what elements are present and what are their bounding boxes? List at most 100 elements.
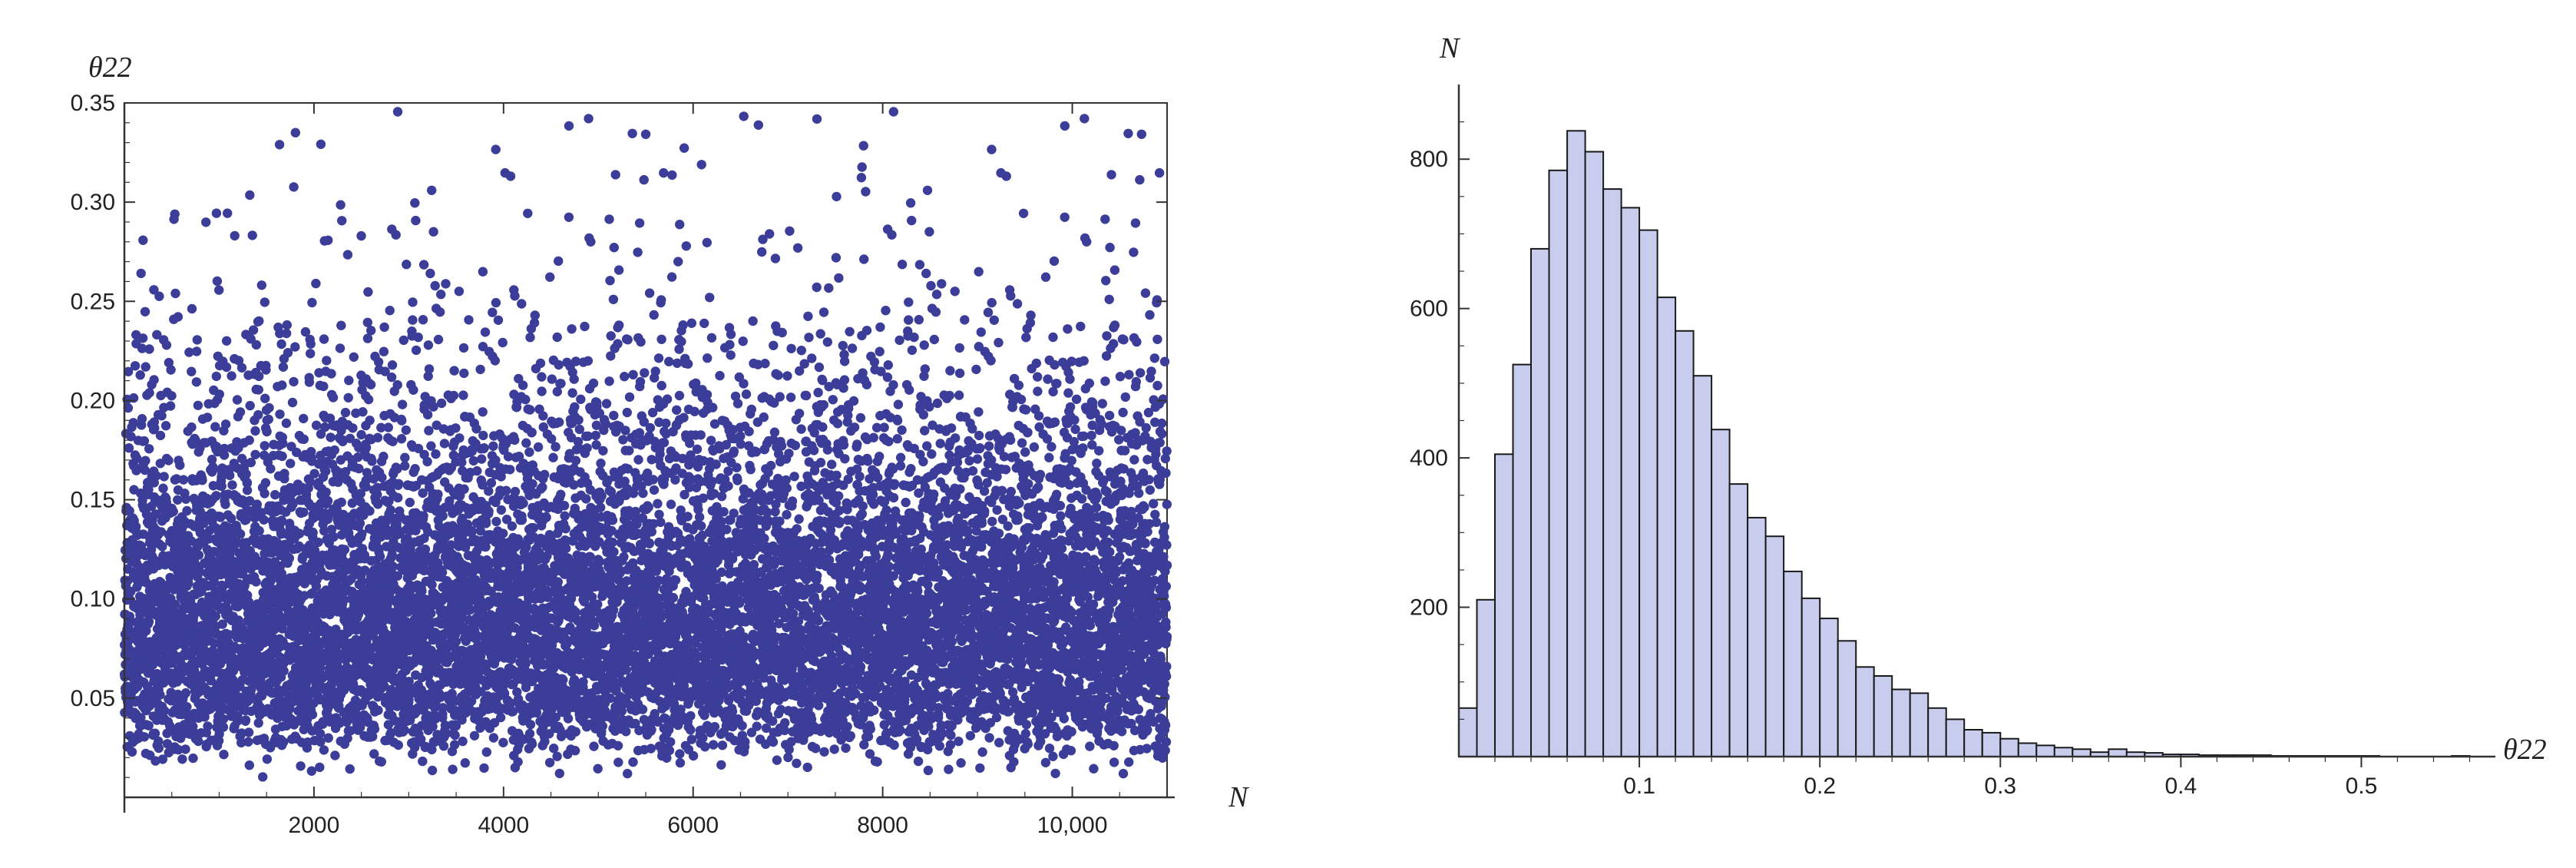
scatter-point bbox=[202, 412, 213, 422]
scatter-point bbox=[170, 209, 180, 219]
scatter-point bbox=[197, 475, 207, 485]
scatter-point bbox=[128, 418, 138, 428]
scatter-point bbox=[278, 362, 289, 372]
scatter-point bbox=[211, 491, 221, 501]
scatter-point bbox=[408, 385, 418, 395]
scatter-point bbox=[150, 756, 160, 766]
scatter-point bbox=[593, 764, 603, 774]
scatter-point bbox=[422, 456, 432, 467]
scatter-point bbox=[137, 333, 148, 343]
scatter-point bbox=[392, 107, 403, 117]
scatter-point bbox=[491, 144, 501, 154]
scatter-point bbox=[164, 456, 174, 465]
scatter-point bbox=[488, 733, 499, 743]
scatter-point bbox=[309, 469, 319, 479]
scatter-point bbox=[151, 471, 161, 481]
scatter-point bbox=[521, 658, 531, 668]
scatter-point bbox=[448, 764, 458, 774]
scatter-point bbox=[296, 761, 306, 771]
scatter-point bbox=[501, 485, 511, 495]
scatter-point bbox=[263, 414, 273, 425]
scatter-point bbox=[251, 340, 261, 350]
scatter-point bbox=[264, 403, 274, 413]
scatter-point bbox=[385, 306, 395, 316]
scatter-point bbox=[405, 497, 415, 508]
scatter-point bbox=[276, 339, 286, 350]
scatter-point bbox=[554, 256, 564, 267]
scatter-point bbox=[166, 365, 176, 375]
scatter-point bbox=[430, 280, 440, 291]
scatter-point bbox=[211, 208, 222, 218]
scatter-point bbox=[330, 750, 340, 760]
scatter-point bbox=[469, 731, 480, 740]
scatter-point bbox=[138, 235, 148, 245]
scatter-point bbox=[323, 733, 333, 743]
scatter-point bbox=[376, 757, 386, 767]
scatter-point bbox=[593, 599, 603, 609]
scatter-point bbox=[326, 432, 336, 442]
scatter-point bbox=[418, 315, 428, 325]
scatter-point bbox=[290, 342, 300, 352]
scatter-point bbox=[411, 215, 421, 226]
scatter-point bbox=[448, 390, 459, 401]
scatter-point bbox=[472, 465, 482, 476]
scatter-point bbox=[144, 721, 154, 731]
scatter-point bbox=[401, 425, 411, 436]
scatter-point bbox=[433, 489, 443, 499]
scatter-point bbox=[356, 429, 366, 440]
scatter-point bbox=[545, 272, 555, 282]
scatter-point bbox=[275, 409, 285, 419]
scatter-point bbox=[139, 436, 150, 446]
scatter-point bbox=[507, 521, 518, 532]
scatter-point bbox=[307, 710, 318, 720]
scatter-point bbox=[513, 757, 523, 767]
scatter-point bbox=[363, 394, 374, 405]
scatter-point bbox=[537, 482, 547, 492]
scatter-point bbox=[225, 470, 235, 481]
scatter-point bbox=[250, 426, 260, 436]
scatter-point bbox=[464, 315, 474, 325]
scatter-point bbox=[345, 764, 355, 774]
scatter-point bbox=[393, 492, 403, 503]
scatter-point bbox=[518, 499, 528, 509]
scatter-point bbox=[262, 426, 272, 437]
scatter-point bbox=[342, 250, 353, 260]
scatter-point bbox=[328, 393, 339, 403]
scatter-point bbox=[319, 381, 329, 392]
scatter-point bbox=[241, 469, 251, 479]
scatter-point bbox=[521, 394, 531, 405]
scatter-point bbox=[495, 712, 506, 723]
scatter-point bbox=[217, 481, 227, 492]
scatter-point bbox=[336, 200, 346, 210]
scatter-point bbox=[149, 285, 159, 295]
scatter-point bbox=[537, 386, 547, 396]
scatter-point bbox=[523, 208, 533, 218]
scatter-point bbox=[418, 260, 429, 270]
scatter-point bbox=[475, 364, 485, 375]
scatter-point bbox=[578, 677, 588, 687]
scatter-point bbox=[277, 451, 287, 462]
scatter-point bbox=[498, 337, 508, 348]
scatter-point bbox=[552, 751, 562, 761]
scatter-point bbox=[137, 343, 147, 353]
scatter-point bbox=[281, 328, 292, 339]
scatter-point bbox=[455, 433, 465, 443]
scatter-point bbox=[570, 608, 581, 618]
scatter-point bbox=[478, 407, 488, 417]
scatter-point bbox=[193, 400, 203, 410]
scatter-point bbox=[559, 501, 570, 511]
scatter-point bbox=[510, 486, 521, 497]
scatter-point bbox=[478, 430, 488, 441]
scatter-point bbox=[211, 371, 221, 382]
scatter-point bbox=[319, 422, 330, 432]
scatter-point bbox=[180, 687, 191, 698]
scatter-point bbox=[349, 352, 359, 362]
scatter-point bbox=[427, 765, 438, 776]
scatter-point bbox=[356, 230, 366, 241]
scatter-point bbox=[220, 499, 230, 509]
scatter-point bbox=[548, 452, 558, 462]
scatter-point bbox=[556, 489, 566, 499]
scatter-point bbox=[411, 345, 422, 356]
